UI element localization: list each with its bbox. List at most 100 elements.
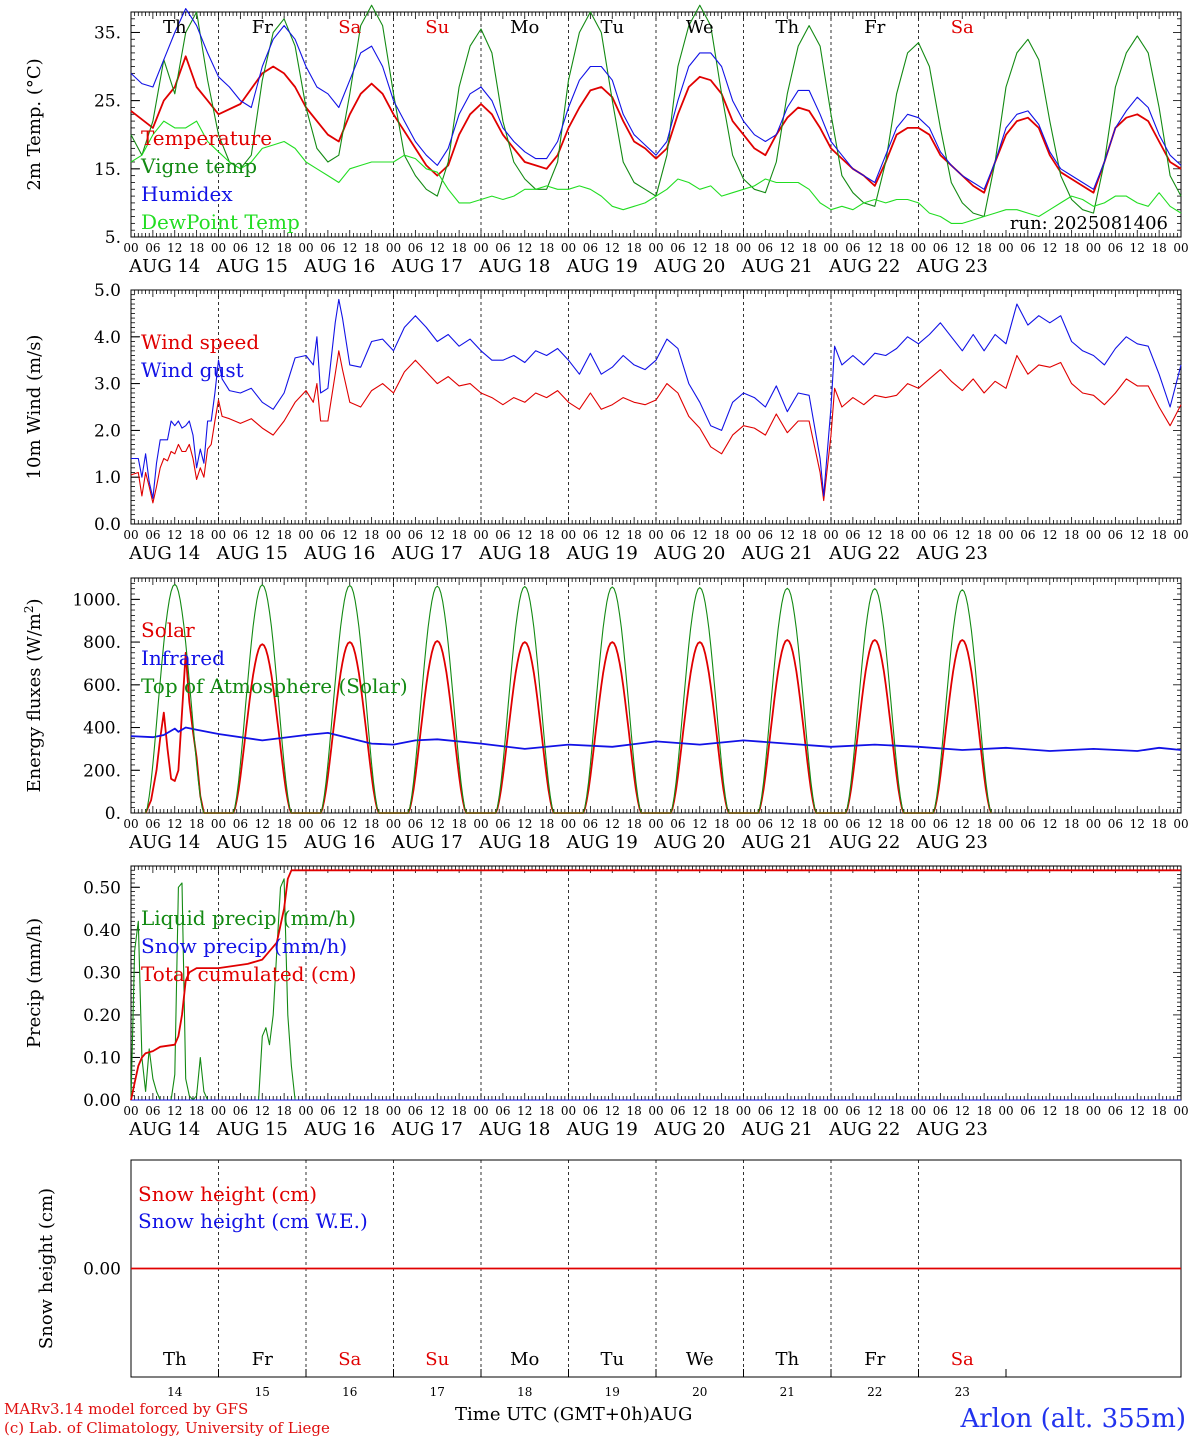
- y-tick-label: 35.: [94, 23, 121, 43]
- date-label: AUG 20: [653, 256, 725, 277]
- date-label: AUG 19: [566, 256, 638, 277]
- day-number-label: 23: [955, 1385, 970, 1399]
- hour-tick-label: 18: [364, 1104, 379, 1118]
- y-tick-label: 2.0: [94, 421, 121, 441]
- hour-tick-label: 06: [320, 528, 335, 542]
- hour-tick-label: 06: [583, 817, 598, 831]
- hour-tick-label: 06: [845, 528, 860, 542]
- hour-tick-label: 06: [933, 528, 948, 542]
- day-name-label: We: [686, 17, 714, 38]
- hour-tick-label: 06: [145, 1104, 160, 1118]
- hour-tick-label: 06: [320, 1104, 335, 1118]
- day-name-label: Sa: [951, 17, 974, 38]
- date-label: AUG 15: [216, 1119, 288, 1140]
- hour-tick-label: 12: [1042, 1104, 1057, 1118]
- hour-tick-label: 12: [430, 241, 445, 255]
- hour-tick-label: 06: [1108, 1104, 1123, 1118]
- day-name-label: Fr: [252, 17, 273, 38]
- legend-entry: Vigne temp: [140, 154, 257, 178]
- hour-tick-label: 06: [845, 1104, 860, 1118]
- date-label: AUG 16: [303, 543, 375, 564]
- hour-tick-label: 00: [823, 528, 838, 542]
- hour-tick-label: 12: [1042, 241, 1057, 255]
- hour-tick-label: 00: [473, 528, 488, 542]
- hour-tick-label: 00: [911, 817, 926, 831]
- hour-tick-label: 06: [758, 1104, 773, 1118]
- series-line-dewpoint-temp: [130, 120, 1182, 224]
- y-tick-label: 4.0: [94, 328, 121, 348]
- hour-tick-label: 12: [605, 241, 620, 255]
- hour-tick-label: 00: [736, 1104, 751, 1118]
- day-name-label: Tu: [600, 1349, 624, 1370]
- date-label: AUG 19: [566, 1119, 638, 1140]
- hour-tick-label: 18: [364, 817, 379, 831]
- hour-tick-label: 18: [801, 241, 816, 255]
- legend-entry: Temperature: [141, 126, 272, 150]
- y-axis-label: Precip (mm/h): [24, 918, 45, 1048]
- series-line-wind-gust: [131, 298, 1182, 499]
- hour-tick-label: 06: [233, 528, 248, 542]
- hour-tick-label: 18: [1151, 241, 1166, 255]
- day-name-label: Sa: [338, 1349, 361, 1370]
- hour-tick-label: 00: [1086, 241, 1101, 255]
- date-label: AUG 14: [128, 832, 200, 853]
- day-name-label: We: [686, 1349, 714, 1370]
- series-line-temperature: [130, 55, 1182, 194]
- day-number-label: 16: [342, 1385, 357, 1399]
- hour-tick-label: 18: [1151, 1104, 1166, 1118]
- hour-tick-label: 00: [736, 241, 751, 255]
- hour-tick-label: 06: [758, 817, 773, 831]
- y-axis-label: Energy fluxes (W/m2): [22, 598, 45, 792]
- hour-tick-label: 18: [714, 528, 729, 542]
- day-number-label: 15: [255, 1385, 270, 1399]
- y-tick-label: 800.: [83, 633, 121, 653]
- hour-tick-label: 00: [211, 1104, 226, 1118]
- hour-tick-label: 06: [845, 241, 860, 255]
- day-name-label: Tu: [600, 17, 624, 38]
- y-tick-label: 0.0: [94, 515, 121, 535]
- panel-3: 00 06 12 18 00 06 12 18 00 06 12 18 00 06 12 18 00 06 12 18…: [22, 577, 1189, 853]
- hour-tick-label: 00: [911, 528, 926, 542]
- hour-tick-label: 12: [430, 817, 445, 831]
- hour-tick-label: 12: [1130, 817, 1145, 831]
- hour-tick-label: 12: [780, 528, 795, 542]
- day-name-label: Su: [425, 1349, 449, 1370]
- hour-tick-label: 12: [867, 1104, 882, 1118]
- date-label: AUG 22: [828, 832, 900, 853]
- date-label: AUG 17: [391, 1119, 463, 1140]
- hour-tick-label: 12: [867, 241, 882, 255]
- hour-tick-label: 12: [955, 1104, 970, 1118]
- hour-tick-label: 18: [801, 528, 816, 542]
- y-tick-label: 600.: [83, 676, 121, 696]
- hour-tick-label: 18: [1064, 817, 1079, 831]
- hour-tick-label: 00: [561, 528, 576, 542]
- hour-tick-label: 00: [1086, 817, 1101, 831]
- hour-tick-label: 12: [867, 817, 882, 831]
- legend-entry: Snow height (cm): [138, 1182, 317, 1206]
- day-name-label: Th: [163, 17, 187, 38]
- hour-tick-label: 12: [1130, 241, 1145, 255]
- hour-tick-label: 12: [430, 528, 445, 542]
- hour-tick-label: 12: [255, 1104, 270, 1118]
- hour-tick-label: 00: [123, 241, 138, 255]
- hour-tick-label: 06: [583, 1104, 598, 1118]
- hour-tick-label: 18: [539, 241, 554, 255]
- hour-tick-label: 18: [276, 817, 291, 831]
- hour-tick-label: 06: [495, 817, 510, 831]
- hour-tick-label: 12: [517, 1104, 532, 1118]
- y-tick-label: 0.40: [83, 921, 121, 941]
- hour-tick-label: 06: [320, 241, 335, 255]
- hour-tick-label: 06: [408, 528, 423, 542]
- y-tick-label: 5.: [105, 228, 121, 248]
- hour-tick-label: 06: [495, 1104, 510, 1118]
- hour-tick-label: 18: [801, 817, 816, 831]
- hour-tick-label: 12: [955, 241, 970, 255]
- y-axis-label: 10m Wind (m/s): [24, 335, 45, 480]
- hour-tick-label: 18: [189, 1104, 204, 1118]
- hour-tick-label: 18: [626, 241, 641, 255]
- date-label: AUG 14: [128, 543, 200, 564]
- hour-tick-label: 00: [1173, 241, 1188, 255]
- date-label: AUG 18: [478, 543, 550, 564]
- hour-tick-label: 00: [998, 817, 1013, 831]
